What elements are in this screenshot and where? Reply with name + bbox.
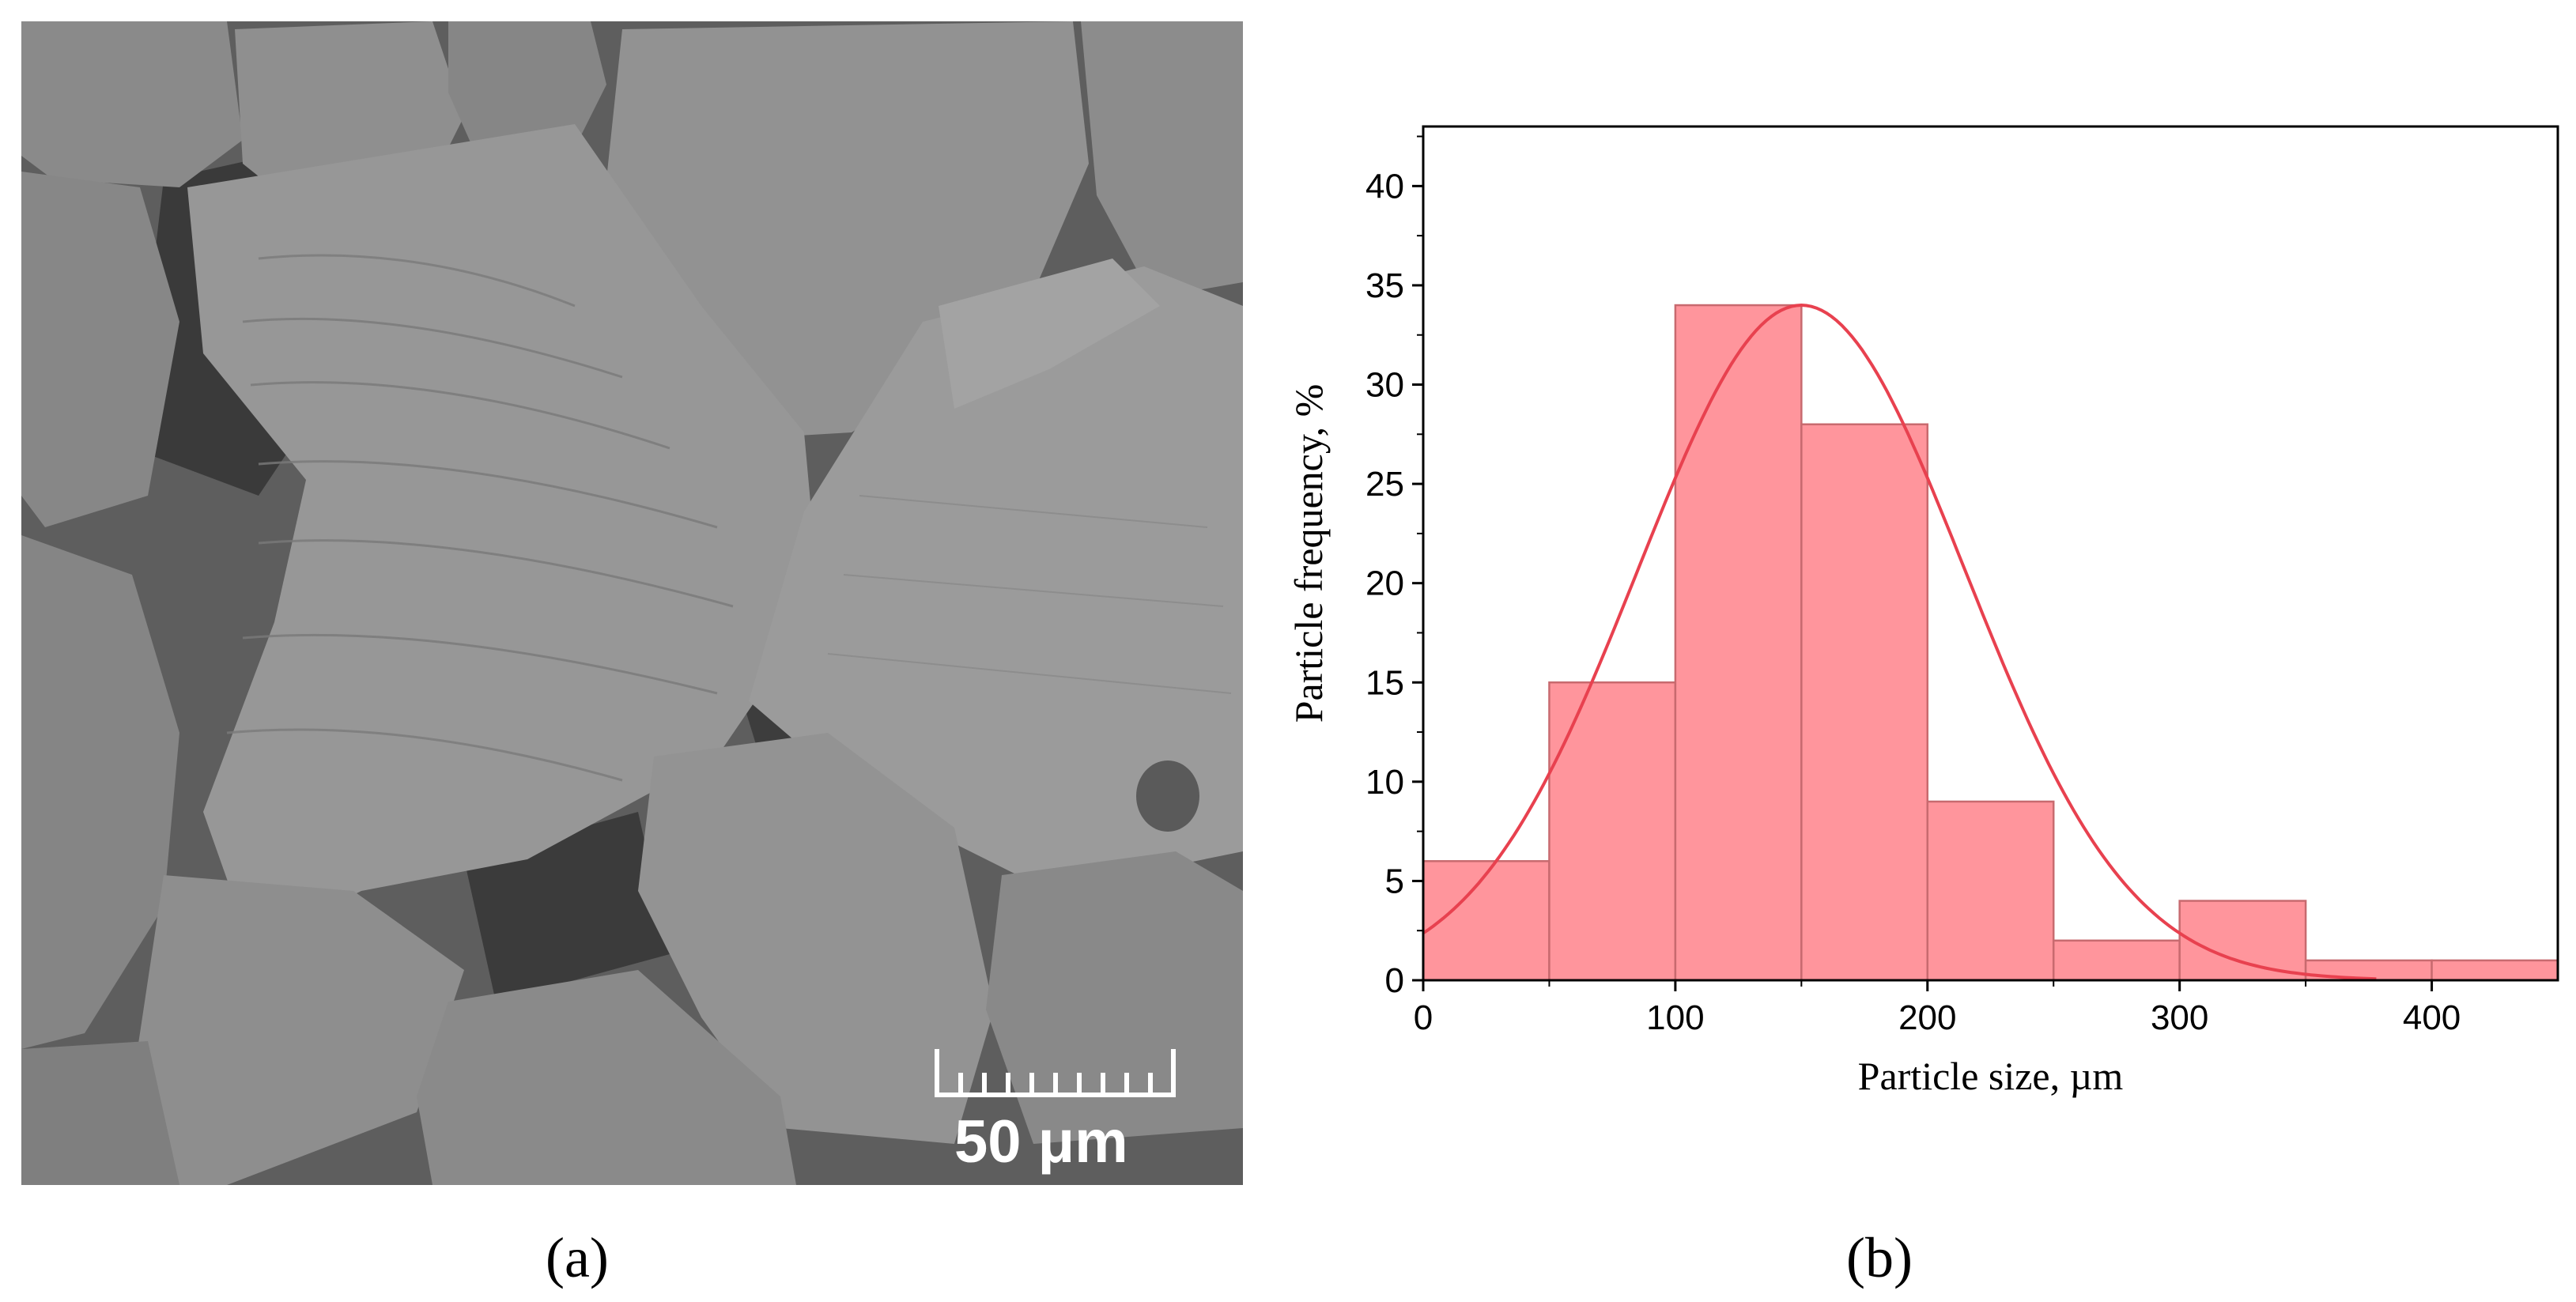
histogram-bar <box>2052 939 2181 982</box>
y-tick-label: 35 <box>1365 266 1404 305</box>
x-axis-ticks: 0 100 200 300 400 <box>1414 980 2461 1037</box>
panel-b-caption: (b) <box>1846 1226 1913 1289</box>
x-tick-label: 100 <box>1646 998 1704 1037</box>
histogram-bar <box>2431 959 2559 982</box>
x-tick-label: 0 <box>1414 998 1433 1037</box>
x-tick-label: 200 <box>1898 998 1956 1037</box>
y-tick-label: 20 <box>1365 564 1404 603</box>
scale-bar-label: 50 μm <box>954 1108 1128 1176</box>
y-axis-ticks: 0 5 10 15 20 25 30 35 40 <box>1365 135 1423 1000</box>
histogram-bar <box>2178 900 2307 982</box>
sem-micrograph: 50 μm <box>21 21 1243 1185</box>
x-tick-label: 400 <box>2403 998 2461 1037</box>
histogram-bar <box>1926 800 2055 982</box>
panel-a-caption: (a) <box>546 1226 609 1289</box>
x-axis-label: Particle size, µm <box>1858 1054 2124 1098</box>
particle-size-histogram: 0 100 200 300 400 0 5 10 15 20 25 30 35 40 Particle … <box>1286 125 2559 1098</box>
histogram-bar <box>1548 681 1677 982</box>
y-tick-label: 40 <box>1365 167 1404 206</box>
y-tick-label: 30 <box>1365 366 1404 405</box>
y-tick-label: 25 <box>1365 465 1404 504</box>
y-tick-label: 15 <box>1365 663 1404 702</box>
histogram-bar <box>1674 304 1803 982</box>
y-tick-label: 10 <box>1365 763 1404 802</box>
y-tick-label: 5 <box>1385 862 1404 900</box>
y-tick-label: 0 <box>1385 961 1404 1000</box>
y-axis-label: Particle frequency, % <box>1286 384 1331 723</box>
x-tick-label: 300 <box>2151 998 2208 1037</box>
histogram-bar <box>1800 423 1929 982</box>
plot-frame <box>1422 125 2559 982</box>
sem-particles-image <box>21 21 1243 1185</box>
histogram-bars <box>1422 304 2559 982</box>
gaussian-fit-curve <box>1422 303 2377 981</box>
